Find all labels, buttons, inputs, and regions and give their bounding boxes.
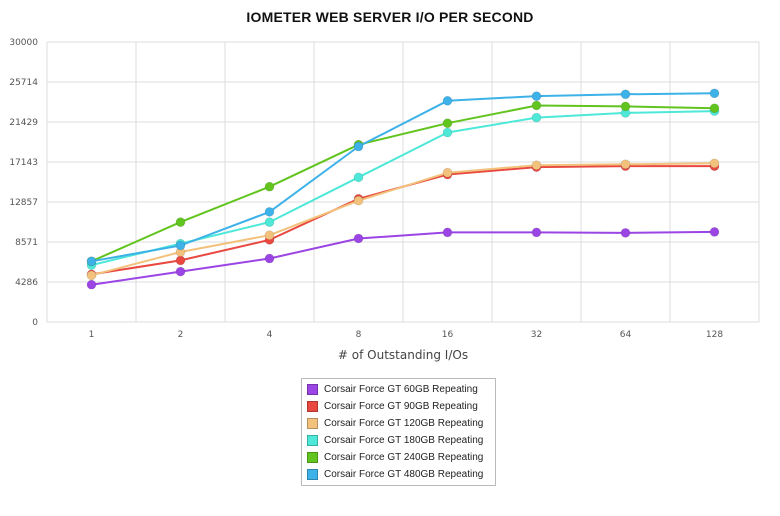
x-tick-label: 4 <box>267 330 273 340</box>
y-tick-label: 12857 <box>9 198 38 208</box>
y-tick-label: 4286 <box>15 278 38 288</box>
x-tick-label: 1 <box>89 330 95 340</box>
y-tick-label: 30000 <box>9 38 38 48</box>
legend-swatch <box>307 418 318 429</box>
data-point[interactable] <box>531 160 542 171</box>
legend-label: Corsair Force GT 240GB Repeating <box>324 452 484 463</box>
data-point[interactable] <box>264 253 275 264</box>
data-point[interactable] <box>264 206 275 217</box>
data-point[interactable] <box>620 159 631 170</box>
data-point[interactable] <box>86 279 97 290</box>
series-lines <box>86 88 720 290</box>
x-tick-label: 8 <box>356 330 362 340</box>
data-point[interactable] <box>709 227 720 237</box>
data-point[interactable] <box>531 112 542 123</box>
data-point[interactable] <box>175 240 186 251</box>
data-point[interactable] <box>175 255 186 266</box>
legend-label: Corsair Force GT 120GB Repeating <box>324 418 484 429</box>
legend-swatch <box>307 384 318 395</box>
data-point[interactable] <box>86 256 97 267</box>
x-tick-label: 64 <box>620 330 632 340</box>
y-tick-label: 0 <box>32 318 38 328</box>
data-point[interactable] <box>353 233 364 244</box>
y-tick-label: 21429 <box>9 118 38 128</box>
data-point[interactable] <box>264 217 275 228</box>
data-point[interactable] <box>86 270 97 281</box>
legend-item[interactable]: Corsair Force GT 90GB Repeating <box>302 398 495 415</box>
data-point[interactable] <box>531 100 542 111</box>
x-axis-title: # of Outstanding I/Os <box>338 348 468 362</box>
legend-swatch <box>307 452 318 463</box>
legend-label: Corsair Force GT 180GB Repeating <box>324 435 484 446</box>
data-point[interactable] <box>442 127 453 138</box>
grid-lines <box>46 41 760 323</box>
legend-item[interactable]: Corsair Force GT 480GB Repeating <box>302 466 495 483</box>
y-tick-label: 25714 <box>9 78 38 88</box>
data-point[interactable] <box>620 101 631 112</box>
legend-item[interactable]: Corsair Force GT 180GB Repeating <box>302 432 495 449</box>
data-point[interactable] <box>353 195 364 206</box>
legend-item[interactable]: Corsair Force GT 60GB Repeating <box>302 381 495 398</box>
y-axis-tick-labels: 0 4286 8571 12857 17143 21429 25714 30000 <box>9 38 38 328</box>
y-tick-label: 8571 <box>15 238 38 248</box>
data-point[interactable] <box>620 227 631 238</box>
data-point[interactable] <box>531 91 542 102</box>
data-point[interactable] <box>175 217 186 228</box>
chart-title: IOMETER WEB SERVER I/O PER SECOND <box>246 9 534 25</box>
y-tick-label: 17143 <box>9 158 38 168</box>
data-point[interactable] <box>442 167 453 178</box>
data-point[interactable] <box>442 227 453 238</box>
legend-label: Corsair Force GT 90GB Repeating <box>324 401 478 412</box>
legend-item[interactable]: Corsair Force GT 120GB Repeating <box>302 415 495 432</box>
x-tick-label: 2 <box>178 330 184 340</box>
data-point[interactable] <box>442 95 453 106</box>
data-point[interactable] <box>620 89 631 100</box>
series-line <box>91 230 715 286</box>
data-point[interactable] <box>442 118 453 129</box>
series-line <box>91 162 715 277</box>
x-tick-label: 32 <box>531 330 542 340</box>
data-point[interactable] <box>709 88 720 99</box>
legend: Corsair Force GT 60GB Repeating Corsair F… <box>301 378 496 486</box>
legend-swatch <box>307 469 318 480</box>
x-tick-label: 16 <box>442 330 454 340</box>
data-point[interactable] <box>709 158 720 169</box>
data-point[interactable] <box>264 230 275 241</box>
legend-swatch <box>307 401 318 412</box>
data-point[interactable] <box>531 227 542 238</box>
x-axis-tick-labels: 1 2 4 8 16 32 64 128 <box>89 330 724 340</box>
series-line <box>91 92 715 263</box>
legend-label: Corsair Force GT 60GB Repeating <box>324 384 478 395</box>
series-line <box>91 104 715 263</box>
legend-label: Corsair Force GT 480GB Repeating <box>324 469 484 480</box>
legend-item[interactable]: Corsair Force GT 240GB Repeating <box>302 449 495 466</box>
x-tick-label: 128 <box>706 330 723 340</box>
data-point[interactable] <box>709 103 720 114</box>
data-point[interactable] <box>264 181 275 192</box>
data-point[interactable] <box>353 172 364 183</box>
data-point[interactable] <box>175 266 186 277</box>
legend-swatch <box>307 435 318 446</box>
data-point[interactable] <box>353 141 364 152</box>
